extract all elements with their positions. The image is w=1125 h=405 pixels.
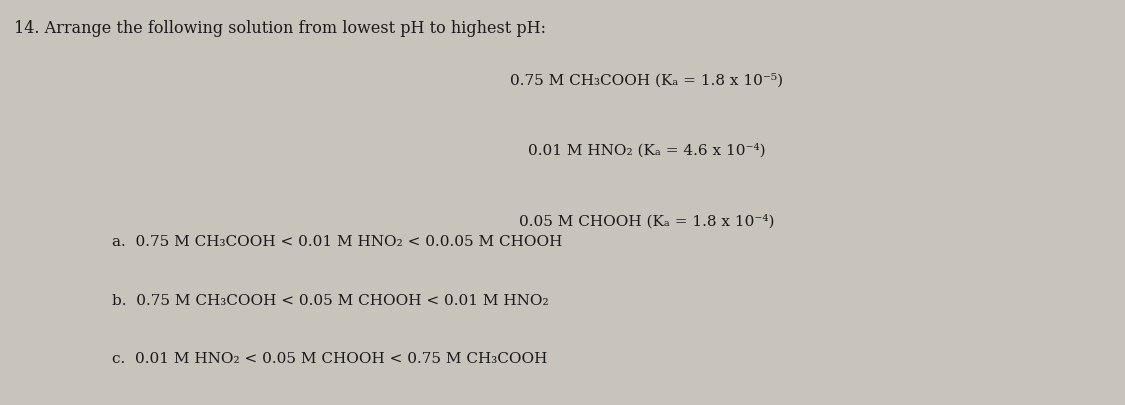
Text: c.  0.01 M HNO₂ < 0.05 M CHOOH < 0.75 M CH₃COOH: c. 0.01 M HNO₂ < 0.05 M CHOOH < 0.75 M C…: [112, 352, 548, 367]
Text: a.  0.75 M CH₃COOH < 0.01 M HNO₂ < 0.0.05 M CHOOH: a. 0.75 M CH₃COOH < 0.01 M HNO₂ < 0.0.05…: [112, 235, 562, 249]
Text: 0.75 M CH₃COOH (Kₐ = 1.8 x 10⁻⁵): 0.75 M CH₃COOH (Kₐ = 1.8 x 10⁻⁵): [511, 73, 783, 87]
Text: b.  0.75 M CH₃COOH < 0.05 M CHOOH < 0.01 M HNO₂: b. 0.75 M CH₃COOH < 0.05 M CHOOH < 0.01 …: [112, 294, 549, 308]
Text: 0.05 M CHOOH (Kₐ = 1.8 x 10⁻⁴): 0.05 M CHOOH (Kₐ = 1.8 x 10⁻⁴): [519, 215, 775, 229]
Text: 0.01 M HNO₂ (Kₐ = 4.6 x 10⁻⁴): 0.01 M HNO₂ (Kₐ = 4.6 x 10⁻⁴): [528, 144, 766, 158]
Text: 14. Arrange the following solution from lowest pH to highest pH:: 14. Arrange the following solution from …: [14, 20, 546, 37]
